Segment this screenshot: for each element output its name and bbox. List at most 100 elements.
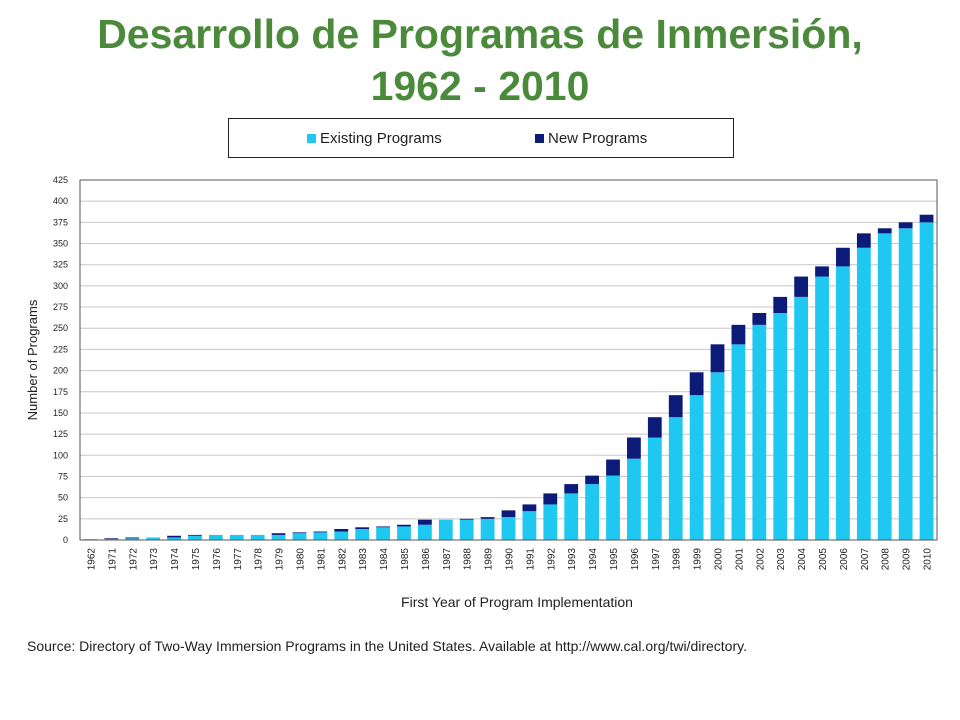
bar-existing-2002 [752, 324, 767, 540]
x-tick-label: 1989 [484, 548, 495, 571]
x-tick-label: 1976 [212, 548, 223, 571]
bar-new-1993 [564, 484, 579, 494]
y-tick-label: 425 [53, 175, 68, 185]
bar-new-1986 [417, 519, 432, 525]
bar-existing-1992 [543, 504, 558, 540]
x-tick-label: 1984 [379, 548, 390, 571]
bar-existing-1989 [480, 518, 495, 540]
bar-new-2007 [856, 233, 871, 248]
x-tick-label: 2005 [818, 548, 829, 571]
bar-new-2009 [898, 222, 913, 229]
bar-new-1971 [104, 538, 119, 540]
bar-existing-2000 [710, 372, 725, 540]
x-tick-label: 2010 [923, 548, 934, 571]
x-tick-label: 1993 [567, 548, 578, 571]
y-tick-label: 350 [53, 239, 68, 249]
source-note: Source: Directory of Two-Way Immersion P… [27, 638, 747, 654]
bar-existing-1984 [376, 527, 390, 540]
y-tick-label: 75 [58, 471, 68, 481]
bar-new-1981 [313, 531, 328, 533]
x-tick-label: 2000 [714, 548, 725, 571]
bar-existing-1985 [397, 526, 411, 540]
x-tick-label: 2004 [797, 548, 808, 571]
x-tick-label: 1998 [672, 548, 683, 571]
title-line-2: 1962 - 2010 [370, 63, 590, 110]
x-tick-label: 1985 [400, 548, 411, 571]
bar-existing-1986 [417, 524, 432, 540]
bar-existing-1975 [188, 535, 202, 540]
bar-existing-1979 [271, 534, 286, 540]
legend-swatch-existing [307, 134, 316, 143]
bar-existing-1983 [355, 528, 370, 540]
y-tick-label: 100 [53, 450, 68, 460]
bar-existing-1980 [292, 533, 307, 540]
x-tick-label: 1991 [525, 548, 536, 571]
bar-new-1994 [585, 475, 600, 485]
bar-existing-2007 [856, 247, 871, 540]
bar-new-1997 [647, 417, 662, 438]
x-tick-label: 1980 [295, 548, 306, 571]
bar-new-1974 [167, 535, 181, 538]
bar-existing-1996 [627, 458, 641, 540]
bar-new-1979 [271, 533, 286, 535]
bar-existing-1978 [250, 534, 265, 540]
bar-new-1996 [627, 437, 641, 459]
bar-existing-2006 [836, 266, 850, 540]
y-axis-ticks: 0 25 50 75 100 125 150 175 200 225 250 275 300 325 350… [53, 175, 68, 545]
bar-new-1983 [355, 527, 370, 529]
bar-existing-2004 [794, 296, 809, 540]
x-tick-label: 1974 [170, 548, 181, 571]
x-tick-label: 1999 [693, 548, 704, 571]
x-tick-label: 2001 [734, 548, 745, 571]
y-tick-label: 325 [53, 260, 68, 270]
bar-existing-1972 [125, 538, 140, 540]
bar-new-1989 [480, 517, 495, 519]
x-tick-label: 1979 [275, 548, 286, 571]
stacked-bar-chart: 0 25 50 75 100 125 150 175 200 225 250 275 300 325 350… [25, 175, 938, 610]
x-tick-label: 1988 [463, 548, 474, 571]
x-tick-label: 1995 [609, 548, 620, 571]
bar-new-1972 [125, 537, 140, 539]
bar-new-2005 [815, 266, 829, 277]
bar-existing-1987 [438, 519, 453, 540]
y-tick-label: 375 [53, 217, 68, 227]
bar-new-2008 [877, 228, 892, 234]
bar-existing-2009 [898, 228, 913, 540]
bar-new-1982 [334, 528, 349, 532]
bar-existing-1994 [585, 484, 600, 540]
x-tick-label: 2003 [776, 548, 787, 571]
legend-item-existing: Existing Programs [307, 130, 442, 147]
x-tick-label: 1987 [442, 548, 453, 571]
x-tick-label: 1982 [337, 548, 348, 571]
x-tick-label: 1992 [546, 548, 557, 571]
bar-existing-1990 [501, 517, 516, 540]
grid-lines [80, 179, 937, 541]
y-tick-label: 250 [53, 323, 68, 333]
y-tick-label: 150 [53, 408, 68, 418]
bar-new-2010 [919, 214, 934, 223]
bar-existing-1995 [606, 475, 620, 540]
bar-new-1990 [501, 510, 516, 518]
x-tick-label: 1994 [588, 548, 599, 571]
bar-new-2001 [731, 324, 746, 345]
bar-new-1992 [543, 493, 558, 505]
bar-existing-1981 [313, 532, 328, 540]
x-tick-label: 1983 [358, 548, 369, 571]
bar-new-2004 [794, 276, 809, 297]
legend-swatch-new [535, 134, 544, 143]
y-tick-label: 200 [53, 366, 68, 376]
bar-existing-1988 [459, 519, 474, 540]
x-tick-label: 1972 [128, 548, 139, 571]
y-tick-label: 175 [53, 387, 68, 397]
bar-existing-1998 [668, 417, 683, 540]
x-axis-ticks: 1962 1971 1972 1973 1974 1975 1976 1977 1978 1979… [86, 548, 933, 571]
bar-new-1991 [522, 504, 537, 512]
title-line-1: Desarrollo de Programas de Inmersión, [97, 11, 863, 57]
bar-existing-1974 [167, 537, 181, 540]
bar-existing-2005 [815, 276, 829, 540]
bar-existing-2010 [919, 222, 934, 540]
bar-new-1988 [459, 518, 474, 520]
y-tick-label: 0 [63, 535, 68, 545]
x-tick-label: 1981 [316, 548, 327, 571]
x-tick-label: 1971 [107, 548, 118, 571]
